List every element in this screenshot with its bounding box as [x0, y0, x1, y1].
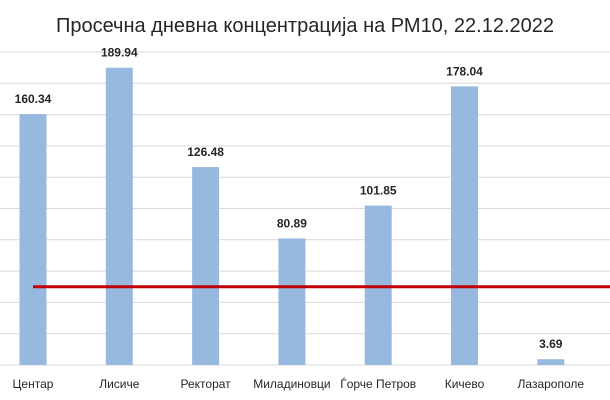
bar [537, 359, 565, 365]
bar [278, 238, 306, 365]
bar [451, 86, 478, 365]
data-label: 3.69 [539, 337, 563, 351]
category-label: Центар [13, 377, 54, 391]
bar [19, 114, 47, 365]
data-label: 178.04 [446, 64, 483, 78]
data-label: 126.48 [187, 145, 224, 159]
category-label: Ректорат [181, 377, 232, 391]
bar [192, 167, 220, 365]
data-labels: 160.34 189.94 126.48 80.89 101.85 178.04 3.69 [15, 46, 563, 351]
bar [105, 67, 133, 365]
category-label: Лисиче [99, 377, 140, 391]
data-label: 160.34 [15, 92, 52, 106]
category-label: Ѓорче Петров [340, 376, 416, 391]
category-label: Лазарополе [518, 377, 585, 391]
category-label: Миладиновци [253, 377, 330, 391]
chart-title: Просечна дневна концентрација на РМ10, 2… [56, 15, 554, 37]
data-label: 80.89 [277, 216, 307, 230]
data-label: 101.85 [360, 184, 397, 198]
data-label: 189.94 [101, 46, 138, 60]
category-label: Кичево [445, 377, 485, 391]
category-labels: Центар Лисиче Ректорат Миладиновци Ѓорче Пет… [13, 376, 585, 391]
